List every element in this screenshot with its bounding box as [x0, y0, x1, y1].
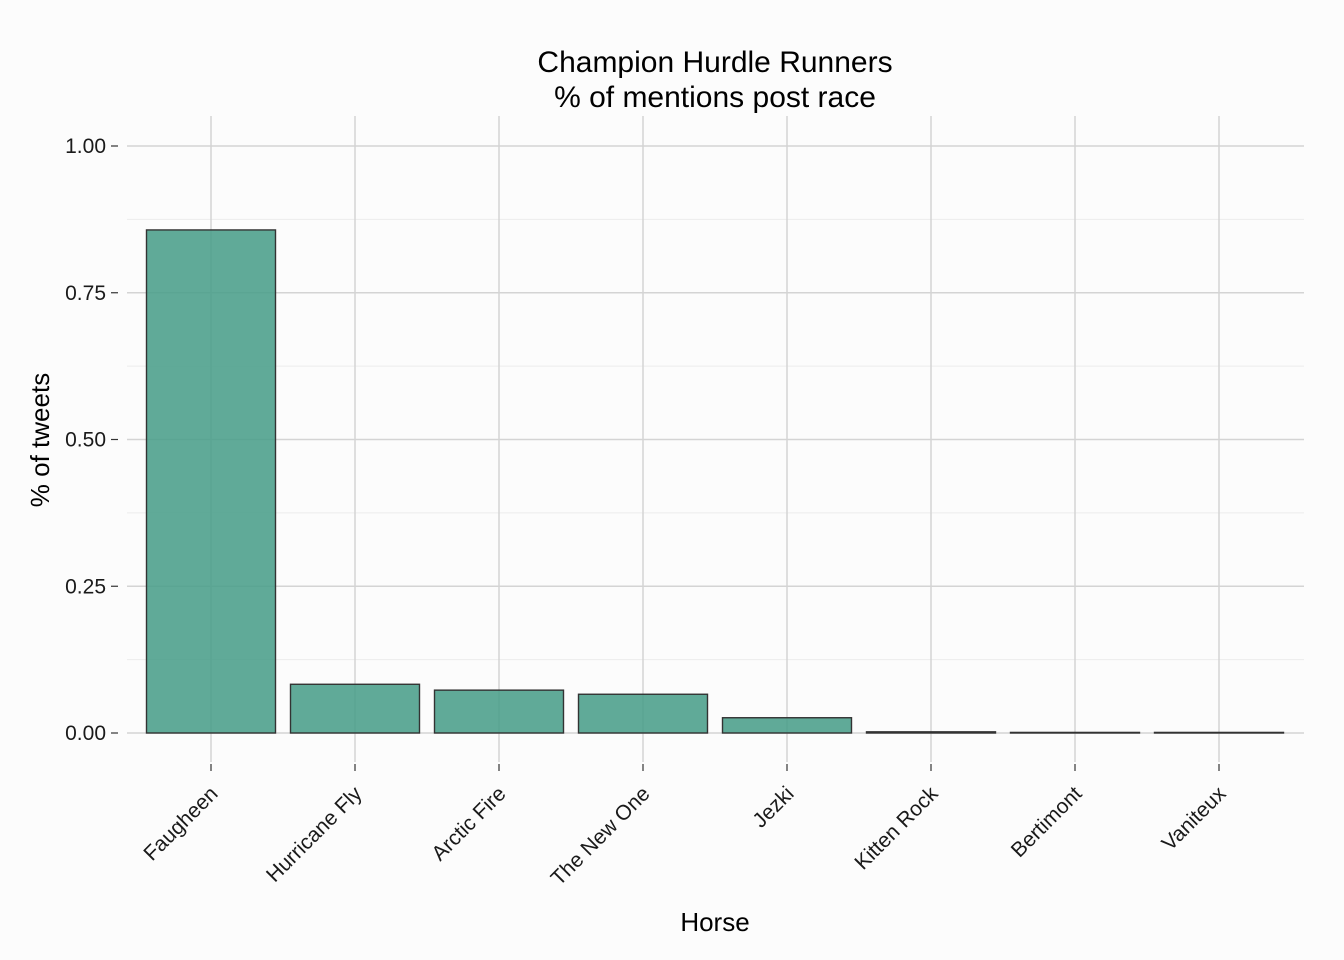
chart-title: Champion Hurdle Runners	[537, 46, 892, 79]
y-tick-label: 0.00	[65, 722, 106, 745]
bar-vaniteux	[1153, 731, 1285, 734]
bar-faugheen	[145, 229, 277, 734]
y-tick-label: 1.00	[65, 135, 106, 158]
bar-the-new-one	[577, 693, 709, 734]
y-tick-label: 0.75	[65, 282, 106, 305]
y-tick-label: 0.25	[65, 575, 106, 598]
bars	[145, 229, 1285, 734]
bar-bertimont	[1009, 731, 1141, 734]
y-axis-label: % of tweets	[25, 373, 55, 507]
y-axis-ticks: 0.00 0.25 0.50 0.75 1.00	[65, 135, 118, 745]
bar-arctic-fire	[433, 689, 565, 734]
chart-subtitle: % of mentions post race	[554, 81, 876, 114]
bar-jezki	[721, 717, 853, 734]
bar-kitten-rock	[865, 731, 997, 734]
x-axis-label: Horse	[680, 907, 749, 937]
bar-hurricane-fly	[289, 683, 421, 734]
y-tick-label: 0.50	[65, 429, 106, 452]
